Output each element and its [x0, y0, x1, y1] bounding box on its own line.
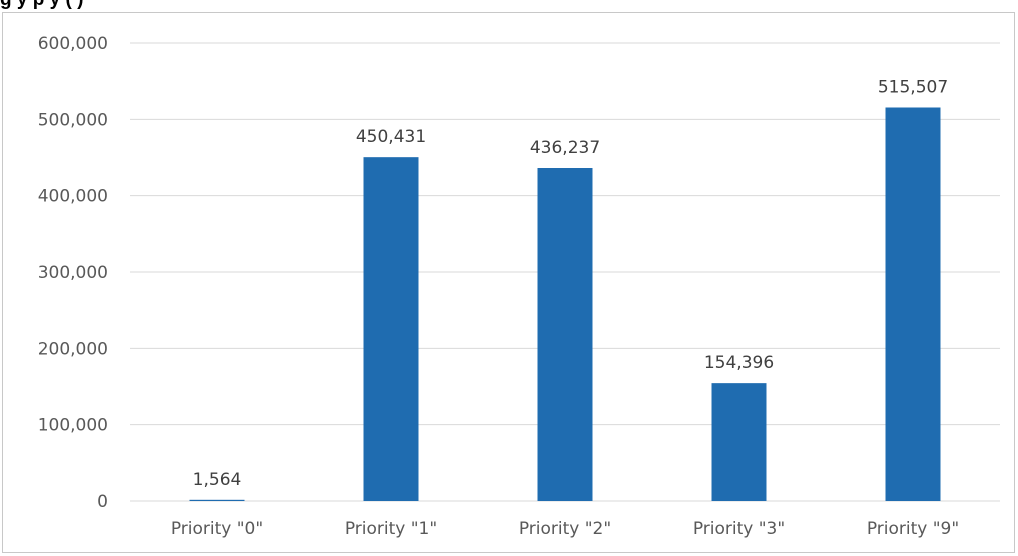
y-tick-label: 200,000 — [38, 339, 108, 359]
data-label: 154,396 — [704, 353, 774, 373]
y-tick-label: 100,000 — [38, 416, 108, 436]
data-label: 436,237 — [530, 138, 600, 158]
y-tick-label: 500,000 — [38, 110, 108, 130]
bar — [363, 157, 419, 501]
y-tick-label: 600,000 — [38, 34, 108, 54]
data-label: 515,507 — [878, 77, 948, 97]
x-tick-label: Priority "9" — [867, 519, 959, 539]
bar — [711, 383, 767, 501]
data-label: 1,564 — [193, 470, 242, 490]
x-tick-label: Priority "2" — [519, 519, 611, 539]
y-tick-label: 300,000 — [38, 263, 108, 283]
y-tick-label: 0 — [97, 492, 108, 512]
data-label: 450,431 — [356, 127, 426, 147]
bar — [885, 107, 941, 501]
x-tick-label: Priority "0" — [171, 519, 263, 539]
chart-title-fragment: g y p y ( ) — [0, 0, 83, 11]
x-tick-label: Priority "3" — [693, 519, 785, 539]
y-tick-label: 400,000 — [38, 187, 108, 207]
bar — [537, 168, 593, 502]
bar — [189, 499, 245, 501]
chart-title-strip: g y p y ( ) — [0, 0, 1018, 12]
x-tick-label: Priority "1" — [345, 519, 437, 539]
chart-frame — [2, 12, 1015, 553]
